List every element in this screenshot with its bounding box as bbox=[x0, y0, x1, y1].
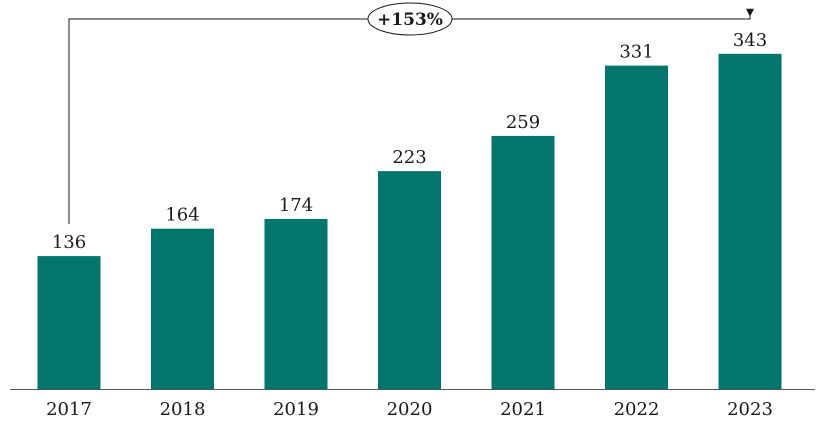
growth-annotation: +153% bbox=[68, 2, 754, 225]
growth-badge-oval bbox=[367, 2, 453, 36]
bar-2022 bbox=[605, 65, 668, 389]
value-label-2019: 174 bbox=[279, 195, 313, 216]
bar-2018 bbox=[151, 228, 214, 389]
value-label-2020: 223 bbox=[392, 147, 426, 168]
bar-2019 bbox=[264, 219, 328, 389]
x-tick-label-2017: 2017 bbox=[46, 399, 92, 420]
bar-2023 bbox=[718, 53, 782, 390]
value-label-2018: 164 bbox=[165, 205, 199, 226]
x-tick-label-2023: 2023 bbox=[727, 399, 773, 420]
value-label-2017: 136 bbox=[52, 232, 86, 253]
x-tick-label-2021: 2021 bbox=[500, 399, 546, 420]
x-tick-label-2019: 2019 bbox=[273, 399, 319, 420]
growth-badge-label: +153% bbox=[377, 10, 443, 30]
value-label-2021: 259 bbox=[506, 112, 540, 133]
value-label-2023: 343 bbox=[733, 30, 767, 51]
x-tick-label-2020: 2020 bbox=[387, 399, 433, 420]
value-label-2022: 331 bbox=[619, 42, 653, 63]
bar-2020 bbox=[378, 171, 441, 389]
bar-2017 bbox=[37, 256, 101, 389]
x-tick-label-2022: 2022 bbox=[614, 399, 660, 420]
bar-2021 bbox=[491, 135, 555, 389]
growth-arrowhead bbox=[746, 8, 754, 17]
x-axis-ticks-layer: 2017 2018 2019 2020 2021 2022 2023 bbox=[46, 399, 773, 420]
bars-layer bbox=[37, 53, 782, 390]
value-labels-layer: 136 164 174 223 259 331 343 bbox=[52, 30, 767, 253]
x-tick-label-2018: 2018 bbox=[160, 399, 206, 420]
